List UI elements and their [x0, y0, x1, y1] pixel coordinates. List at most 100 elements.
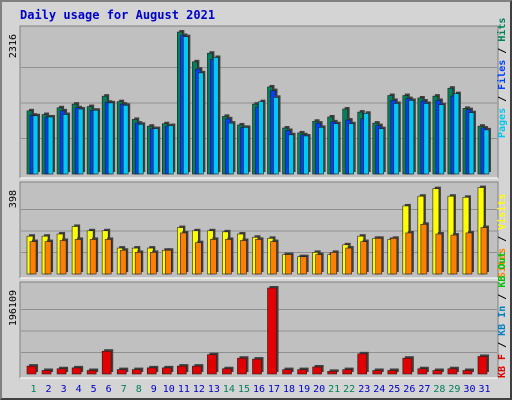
bar-sites-day-31: [480, 227, 488, 275]
day-label-26: 26: [403, 384, 415, 395]
bar-pages-day-30: [468, 112, 475, 175]
bar-kbf-day-29: [447, 368, 458, 375]
bar-pages-day-11: [183, 36, 189, 175]
day-label-19: 19: [298, 384, 310, 395]
day-label-18: 18: [283, 384, 295, 395]
bar-kbf-day-22: [342, 369, 353, 375]
bar-pages-day-24: [378, 128, 385, 175]
bar-pages-day-14: [228, 122, 234, 175]
day-label-24: 24: [373, 384, 385, 395]
day-label-8: 8: [136, 384, 142, 395]
day-label-3: 3: [61, 384, 67, 395]
bar-pages-day-4: [77, 108, 84, 175]
legend-pages-files-hits-separator: /: [497, 42, 508, 60]
bar-sites-day-2: [44, 241, 52, 275]
bar-sites-day-20: [315, 254, 322, 275]
bar-pages-day-5: [92, 109, 99, 175]
bar-pages-day-17: [273, 97, 279, 175]
legend-pages-files-hits-item: Hits: [496, 18, 508, 42]
bar-sites-day-26: [405, 232, 413, 275]
bar-kbf-day-23: [357, 353, 368, 375]
bar-pages-day-31: [483, 129, 490, 175]
day-label-20: 20: [313, 384, 325, 395]
bar-sites-day-27: [420, 224, 428, 275]
bar-sites-day-29: [450, 234, 458, 275]
bar-sites-day-1: [29, 241, 37, 275]
bar-kbf-day-18: [282, 369, 292, 375]
day-label-10: 10: [163, 384, 175, 395]
bar-pages-day-1: [32, 115, 39, 175]
legend-sites-visits: Sites / Visits: [496, 194, 508, 278]
day-label-30: 30: [463, 384, 475, 395]
legend-pages-files-hits: Pages / Files / Hits: [496, 18, 508, 138]
day-label-1: 1: [31, 384, 37, 395]
bar-pages-day-12: [198, 72, 204, 175]
day-label-21: 21: [328, 384, 340, 395]
day-label-5: 5: [91, 384, 97, 395]
bar-kbf-day-6: [101, 350, 112, 375]
bar-pages-day-15: [243, 127, 249, 175]
bar-sites-day-14: [225, 239, 232, 275]
day-label-9: 9: [151, 384, 157, 395]
bar-sites-day-18: [285, 254, 292, 275]
bar-sites-day-11: [180, 232, 187, 275]
bar-kbf-day-24: [372, 370, 383, 375]
bar-pages-day-2: [47, 116, 54, 175]
day-label-13: 13: [208, 384, 220, 395]
day-label-14: 14: [223, 384, 235, 395]
bar-kbf-day-9: [146, 367, 157, 375]
bar-sites-day-30: [465, 232, 473, 275]
day-label-4: 4: [76, 384, 82, 395]
legend-pages-files-hits-item: Pages: [497, 108, 508, 138]
bar-sites-day-23: [360, 241, 368, 275]
bar-sites-day-7: [119, 249, 127, 275]
panel-max-label: 2316: [8, 34, 19, 58]
bar-pages-day-16: [258, 101, 264, 175]
bar-sites-day-8: [134, 252, 142, 275]
day-label-7: 7: [121, 384, 127, 395]
bar-kbf-day-28: [432, 370, 443, 375]
bar-pages-day-19: [303, 135, 309, 175]
bar-sites-day-24: [375, 238, 383, 275]
bar-pages-day-13: [213, 57, 219, 175]
day-label-16: 16: [253, 384, 265, 395]
legend-pages-files-hits-separator: /: [497, 90, 508, 108]
bar-kbf-day-30: [462, 370, 473, 375]
bar-kbf-day-1: [26, 365, 37, 375]
bar-kbf-day-27: [417, 368, 428, 375]
bar-kbf-day-2: [41, 370, 52, 375]
bar-kbf-day-17: [267, 287, 277, 375]
day-label-15: 15: [238, 384, 250, 395]
bar-pages-day-27: [423, 103, 430, 175]
bar-sites-day-13: [210, 239, 217, 275]
bar-pages-day-8: [137, 124, 144, 175]
bar-kbf-day-21: [327, 371, 337, 375]
bar-kbf-day-21-shadow: [329, 369, 339, 372]
bar-sites-day-9: [149, 252, 157, 275]
legend-sites-visits-item: Visits: [496, 194, 508, 230]
day-label-25: 25: [388, 384, 400, 395]
bar-sites-day-28: [435, 233, 443, 275]
bar-pages-day-10: [167, 125, 174, 175]
legend-kbytes-separator: /: [497, 288, 508, 306]
bar-kbf-day-3: [56, 368, 67, 375]
bar-kbf-day-19: [297, 369, 307, 375]
day-label-31: 31: [478, 384, 490, 395]
bar-kbf-day-25: [387, 370, 398, 375]
bar-pages-day-7: [122, 105, 129, 175]
bar-sites-day-10: [164, 249, 172, 275]
bar-sites-day-5: [89, 239, 97, 275]
bar-sites-day-3: [59, 240, 67, 275]
bar-kbf-day-12: [192, 365, 202, 375]
day-label-29: 29: [448, 384, 460, 395]
day-label-6: 6: [106, 384, 112, 395]
bar-pages-day-25: [393, 103, 400, 175]
bar-kbf-day-20: [312, 366, 322, 375]
bar-pages-day-9: [152, 128, 159, 175]
bar-kbf-day-31: [477, 356, 488, 375]
day-label-22: 22: [343, 384, 355, 395]
bar-kbf-day-15: [237, 357, 247, 375]
bar-pages-day-28: [438, 104, 445, 175]
bar-pages-day-26: [408, 100, 415, 175]
bar-sites-day-17: [270, 241, 277, 275]
